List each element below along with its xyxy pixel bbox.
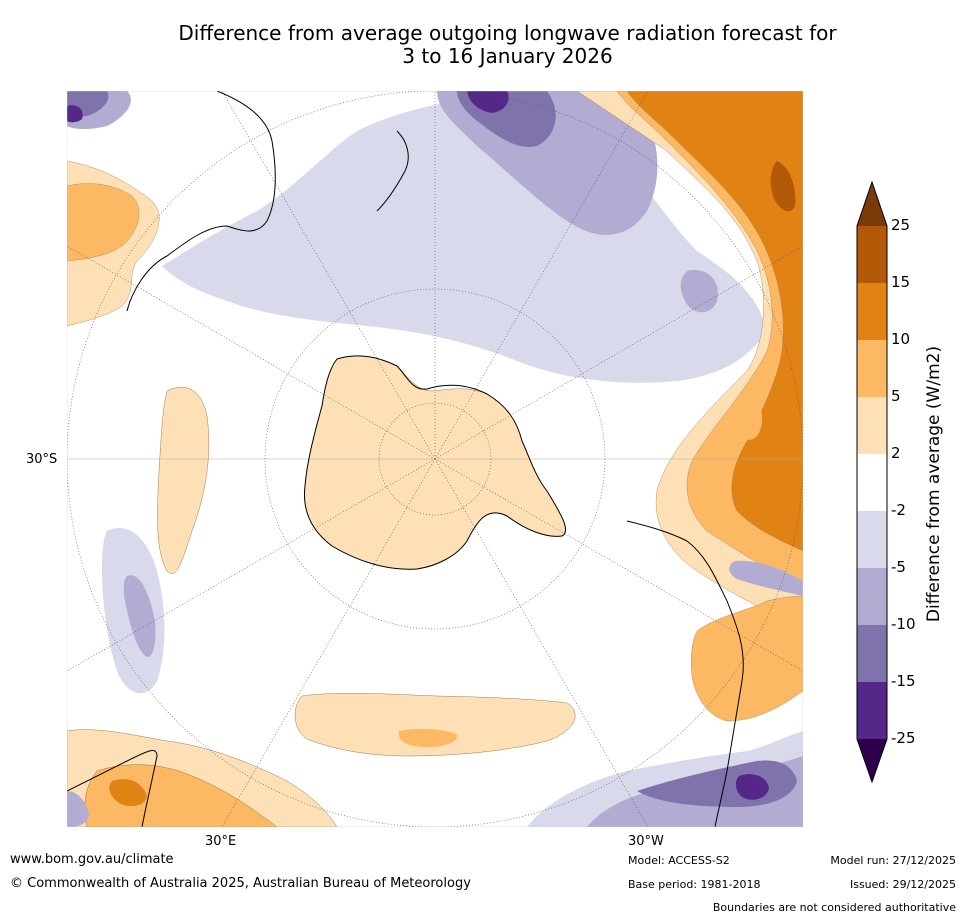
- coastlines: [67, 91, 744, 827]
- colorbar-band-m10-m15: [857, 625, 887, 682]
- colorbar-band-neutral: [857, 454, 887, 511]
- coastline-antarctica: [303, 355, 567, 570]
- anomaly-region-m5to10-samerica-east: [729, 560, 803, 596]
- colorbar-tick-m15: -15: [891, 672, 916, 690]
- latitude-label-30s: 30°S: [26, 452, 58, 467]
- anomaly-region-m5to10-africa-sw: [67, 791, 89, 827]
- anomaly-region-10to15-africa: [109, 779, 147, 807]
- anomaly-region-minus-nw-darkest: [67, 105, 83, 123]
- anomaly-region-15to25-east: [770, 161, 796, 212]
- footer-model-run: Model run: 27/12/2025: [830, 854, 956, 867]
- colorbar-band-10-15: [857, 283, 887, 340]
- colorbar-tick-15: 15: [891, 273, 911, 291]
- colorbar-tick-5: 5: [891, 387, 901, 405]
- coastline-australia: [126, 91, 276, 312]
- colorbar-title-text: Difference from average (W/m2): [924, 345, 944, 623]
- anomaly-region-2to5-south-band: [294, 693, 576, 757]
- colorbar-tick-25: 25: [891, 216, 911, 234]
- anomaly-region-2to5-indian-strip: [157, 387, 210, 574]
- coastline-south-america: [626, 520, 744, 827]
- colorbar: [856, 180, 888, 784]
- anomaly-region-m5to10-indian-patch: [123, 575, 156, 657]
- coastline-new-zealand: [376, 130, 409, 212]
- longitude-label-30e: 30°E: [205, 834, 237, 849]
- footer-copyright: © Commonwealth of Australia 2025, Austra…: [10, 876, 471, 891]
- colorbar-extend-high: [857, 182, 887, 226]
- colorbar-band-m15-m25: [857, 682, 887, 739]
- footer-website: www.bom.gov.au/climate: [10, 852, 174, 867]
- coastline-africa: [67, 750, 158, 827]
- anomaly-region-5to10-south-band: [398, 728, 458, 748]
- footer-disclaimer: Boundaries are not considered authoritat…: [712, 901, 956, 914]
- chart-title: Difference from average outgoing longwav…: [60, 22, 955, 68]
- polar-map: [67, 91, 803, 827]
- colorbar-band-m2-m5: [857, 511, 887, 568]
- colorbar-tick-m5: -5: [891, 558, 906, 576]
- colorbar-tick-10: 10: [891, 330, 911, 348]
- title-line-2: 3 to 16 January 2026: [402, 44, 613, 68]
- footer-issued: Issued: 29/12/2025: [849, 878, 956, 891]
- colorbar-band-15-25: [857, 226, 887, 283]
- colorbar-tick-m2: -2: [891, 501, 906, 519]
- colorbar-tick-2: 2: [891, 444, 901, 462]
- longitude-label-30w: 30°W: [628, 834, 664, 849]
- anomaly-region-m15to25-samerica-south: [735, 774, 769, 800]
- colorbar-extend-low: [857, 739, 887, 782]
- anomaly-region-5to10-west: [67, 183, 140, 262]
- anomaly-region-10to15-east: [626, 91, 803, 552]
- colorbar-outline: [856, 180, 888, 784]
- colorbar-tick-m25: -25: [891, 729, 916, 747]
- anomaly-region-m5to10-east-island: [680, 270, 718, 313]
- colorbar-band-m5-m10: [857, 568, 887, 625]
- colorbar-band-2-5: [857, 397, 887, 454]
- footer-model: Model: ACCESS-S2: [628, 854, 730, 867]
- colorbar-tick-m10: -10: [891, 615, 916, 633]
- footer-base-period: Base period: 1981-2018: [628, 878, 761, 891]
- anomaly-region-neutral-east-gap: [735, 391, 763, 441]
- colorbar-band-5-10: [857, 340, 887, 397]
- anomaly-region-5to10-samerica: [691, 595, 803, 722]
- map-canvas: [67, 91, 803, 827]
- title-line-1: Difference from average outgoing longwav…: [178, 21, 837, 45]
